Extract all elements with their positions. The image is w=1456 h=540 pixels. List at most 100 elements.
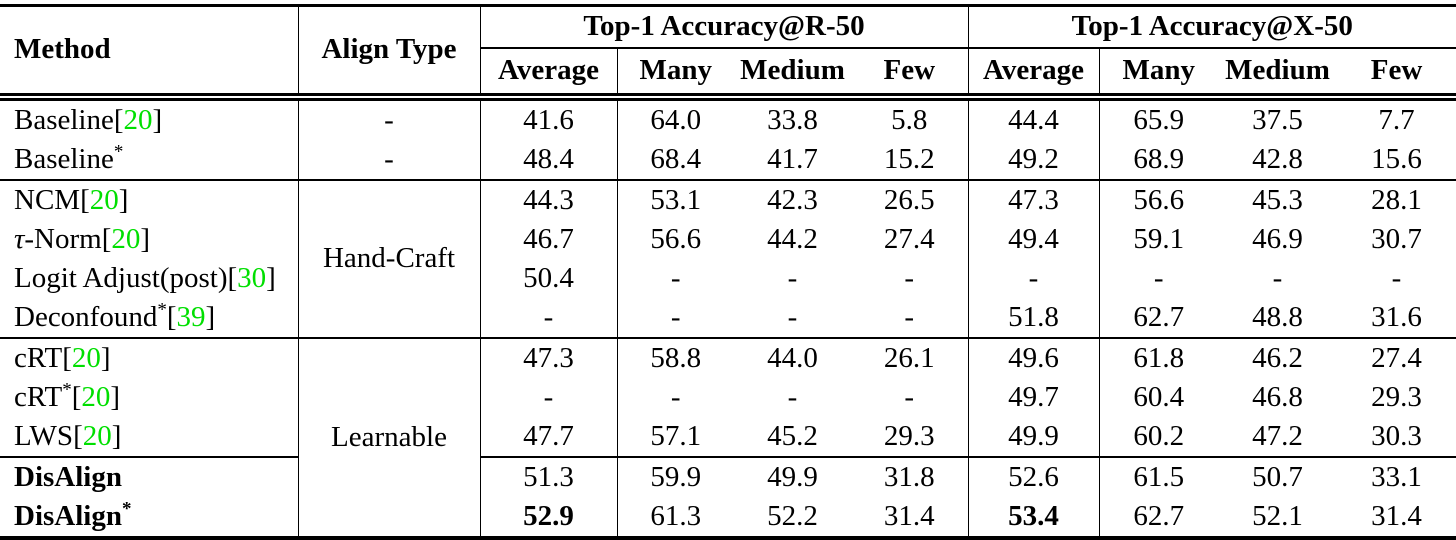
method-cell: DisAlign*	[14, 498, 132, 532]
table-row: cRT[20] Learnable 47.3 58.8 44.0 26.1 49.6 61.8…	[0, 337, 1456, 538]
value-cell: 48.4	[479, 140, 617, 180]
align-type-cell: Learnable	[297, 337, 480, 538]
value-cell: 26.5	[851, 179, 968, 220]
column-header-r50-few: Few	[851, 48, 968, 101]
method-cell: cRT[20]	[0, 337, 298, 378]
value-cell: 64.0	[616, 97, 734, 140]
value-cell: 52.2	[767, 499, 818, 532]
method-cell: Logit Adjust(post)[30]	[14, 261, 276, 294]
value-cell: 29.3	[1371, 380, 1422, 413]
method-cell: LWS[20]	[14, 419, 122, 452]
value-cell: -	[904, 300, 915, 333]
value-cell: 68.4	[616, 140, 734, 180]
value-cell: 41.7	[767, 142, 818, 175]
value-cell: 52.9	[479, 497, 617, 538]
align-type-cell: -	[297, 140, 480, 180]
value-cell: 62.7	[1098, 298, 1218, 338]
value-cell: 60.4	[1098, 378, 1218, 417]
value-cell: -	[616, 298, 734, 338]
value-cell: 59.1	[1098, 220, 1218, 259]
star-superscript: *	[121, 498, 132, 520]
value-cell: 31.4	[1371, 499, 1422, 532]
header-row-sections: Method Align Type Top-1 Accuracy@R-50 To…	[0, 5, 1456, 101]
value-cell: 26.1	[851, 337, 968, 378]
method-cell: NCM[20]	[0, 179, 298, 220]
value-cell: 47.7	[479, 417, 617, 457]
value-cell: 7.7	[1378, 103, 1415, 136]
value-cell: -	[967, 259, 1099, 298]
value-cell: 47.2	[1252, 419, 1303, 452]
table-row: cRT*[20] - - - -49.7 60.4 46.8 29.3	[0, 378, 1456, 417]
value-cell: 29.3	[883, 419, 935, 452]
citation-link[interactable]: 20	[89, 183, 119, 216]
citation-link[interactable]: 39	[176, 300, 206, 333]
star-superscript: *	[62, 379, 72, 401]
star-superscript: *	[157, 299, 167, 321]
value-cell: 27.4	[883, 222, 935, 255]
value-cell: 61.3	[616, 497, 734, 538]
value-cell: 51.3	[479, 456, 617, 497]
citation-link[interactable]: 20	[82, 419, 112, 452]
value-cell: 15.2	[883, 142, 935, 175]
column-header-r50-average: Average	[479, 48, 617, 101]
star-superscript: *	[113, 141, 124, 163]
citation-link[interactable]: 20	[71, 341, 101, 374]
section-header-x50: Top-1 Accuracy@X-50	[967, 5, 1456, 49]
align-type-cell: Hand-Craft	[297, 179, 480, 338]
value-cell: 37.5	[1252, 103, 1303, 136]
value-cell: 5.8	[891, 103, 928, 136]
value-cell: 52.6	[967, 456, 1099, 497]
value-cell: -	[1391, 261, 1402, 294]
value-cell: 49.4	[967, 220, 1099, 259]
value-cell: 42.3	[734, 179, 851, 220]
value-cell: -	[479, 378, 617, 417]
value-cell: 49.9	[967, 417, 1099, 457]
value-cell: 30.3	[1371, 419, 1422, 452]
value-cell: 49.2	[967, 140, 1099, 180]
column-header-x50-average: Average	[967, 48, 1099, 101]
value-cell: -	[616, 259, 734, 298]
method-cell: DisAlign	[0, 456, 298, 497]
section-header-r50: Top-1 Accuracy@R-50	[479, 5, 968, 49]
column-header-x50-few: Few	[1337, 48, 1456, 101]
value-cell: -	[1272, 261, 1283, 294]
header-row-subcolumns: Average Many Medium Few Average Many Med…	[0, 48, 1456, 101]
method-cell: τ-Norm[20]	[14, 222, 151, 255]
value-cell: -	[1098, 259, 1218, 298]
value-cell: 44.2	[767, 222, 818, 255]
citation-link[interactable]: 20	[111, 222, 141, 255]
citation-link[interactable]: 20	[81, 380, 111, 413]
value-cell: 50.4	[479, 259, 617, 298]
table-row: Baseline* -48.4 68.4 41.7 15.2 49.2 68.9 42.8 15…	[0, 140, 1456, 180]
value-cell: -	[479, 298, 617, 338]
column-header-r50-many: Many	[616, 48, 734, 101]
align-type-cell: -	[297, 97, 480, 140]
citation-link[interactable]: 30	[237, 261, 267, 294]
table-row: DisAlign* 52.9 61.3 52.2 31.4 53.4 62.7 52.1 31.…	[0, 497, 1456, 538]
value-cell: 49.9	[734, 456, 851, 497]
value-cell: 46.7	[479, 220, 617, 259]
value-cell: 52.1	[1252, 499, 1303, 532]
results-table-body: Baseline[20] -41.6 64.0 33.8 5.8 44.4 65.9 37.5…	[0, 97, 1456, 538]
value-cell: 62.7	[1098, 497, 1218, 538]
value-cell: 31.4	[883, 499, 935, 532]
value-cell: 27.4	[1337, 337, 1456, 378]
value-cell: 68.9	[1098, 140, 1218, 180]
value-cell: 58.8	[616, 337, 734, 378]
value-cell: 59.9	[616, 456, 734, 497]
value-cell: 28.1	[1337, 179, 1456, 220]
value-cell: 48.8	[1252, 300, 1303, 333]
value-cell: 49.6	[967, 337, 1099, 378]
value-cell: 33.1	[1337, 456, 1456, 497]
value-cell: -	[904, 261, 915, 294]
value-cell: 61.8	[1098, 337, 1218, 378]
value-cell: 50.7	[1218, 456, 1337, 497]
table-row: NCM[20] Hand-Craft 44.3 53.1 42.3 26.5 47.3 56.…	[0, 179, 1456, 338]
value-cell: 46.2	[1218, 337, 1337, 378]
value-cell: 57.1	[616, 417, 734, 457]
value-cell: -	[616, 378, 734, 417]
value-cell: 60.2	[1098, 417, 1218, 457]
value-cell: 56.6	[616, 220, 734, 259]
value-cell: -	[787, 261, 798, 294]
citation-link[interactable]: 20	[123, 103, 153, 136]
